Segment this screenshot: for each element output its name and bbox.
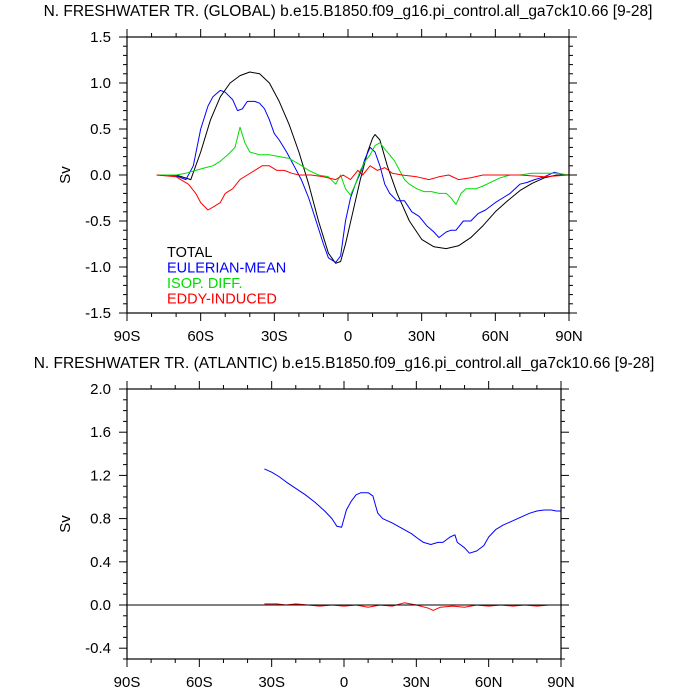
x-tick-label: 30N	[403, 674, 431, 691]
x-tick-label: 0	[340, 674, 348, 691]
series-line-isop-diff	[156, 126, 569, 205]
y-tick-label: 0.0	[90, 597, 111, 614]
atlantic-freshwater-chart: N. FRESHWATER TR. (ATLANTIC) b.e15.B1850…	[34, 355, 655, 691]
series-line-eulerian-mean	[156, 89, 569, 263]
x-tick-label: 30S	[261, 328, 288, 345]
x-tick-label: 90N	[547, 674, 575, 691]
x-tick-label: 0	[344, 328, 352, 345]
y-tick-label: -0.4	[85, 640, 111, 657]
y-axis-label: Sv	[57, 166, 74, 184]
x-tick-label: 60N	[482, 328, 510, 345]
y-tick-label: 1.2	[90, 467, 111, 484]
legend-entry: ISOP. DIFF.	[167, 276, 242, 292]
y-tick-label: -1.5	[85, 305, 111, 322]
y-tick-label: 1.6	[90, 424, 111, 441]
y-tick-label: 1.0	[90, 75, 111, 92]
series-group	[127, 468, 561, 611]
series-line-eddy-induced	[156, 165, 569, 211]
x-tick-label: 90S	[114, 674, 141, 691]
y-tick-label: 1.5	[90, 29, 111, 46]
series-line-1	[264, 602, 561, 611]
x-tick-label: 90N	[555, 328, 583, 345]
y-tick-label: -1.0	[85, 259, 111, 276]
x-tick-label: 60S	[186, 674, 213, 691]
series-line-total	[156, 71, 569, 264]
x-tick-label: 30N	[408, 328, 436, 345]
series-group	[156, 71, 569, 264]
x-tick-label: 60N	[475, 674, 503, 691]
chart-title: N. FRESHWATER TR. (GLOBAL) b.e15.B1850.f…	[44, 3, 653, 20]
y-axis-label: Sv	[57, 515, 74, 533]
x-tick-label: 90S	[114, 328, 141, 345]
y-tick-label: -0.5	[85, 213, 111, 230]
plot-frame	[126, 388, 562, 660]
series-line-0	[264, 468, 561, 554]
x-tick-label: 30S	[258, 674, 285, 691]
x-tick-label: 60S	[187, 328, 214, 345]
legend-entry: EDDY-INDUCED	[167, 292, 277, 308]
chart-title: N. FRESHWATER TR. (ATLANTIC) b.e15.B1850…	[34, 355, 655, 372]
global-freshwater-chart: N. FRESHWATER TR. (GLOBAL) b.e15.B1850.f…	[44, 3, 653, 345]
legend-entry: EULERIAN-MEAN	[167, 261, 286, 277]
y-tick-label: 0.5	[90, 121, 111, 138]
y-tick-label: 0.0	[90, 167, 111, 184]
y-tick-label: 2.0	[90, 381, 111, 398]
y-tick-label: 0.8	[90, 511, 111, 528]
y-tick-label: 0.4	[90, 554, 111, 571]
legend-entry: TOTAL	[167, 245, 212, 261]
